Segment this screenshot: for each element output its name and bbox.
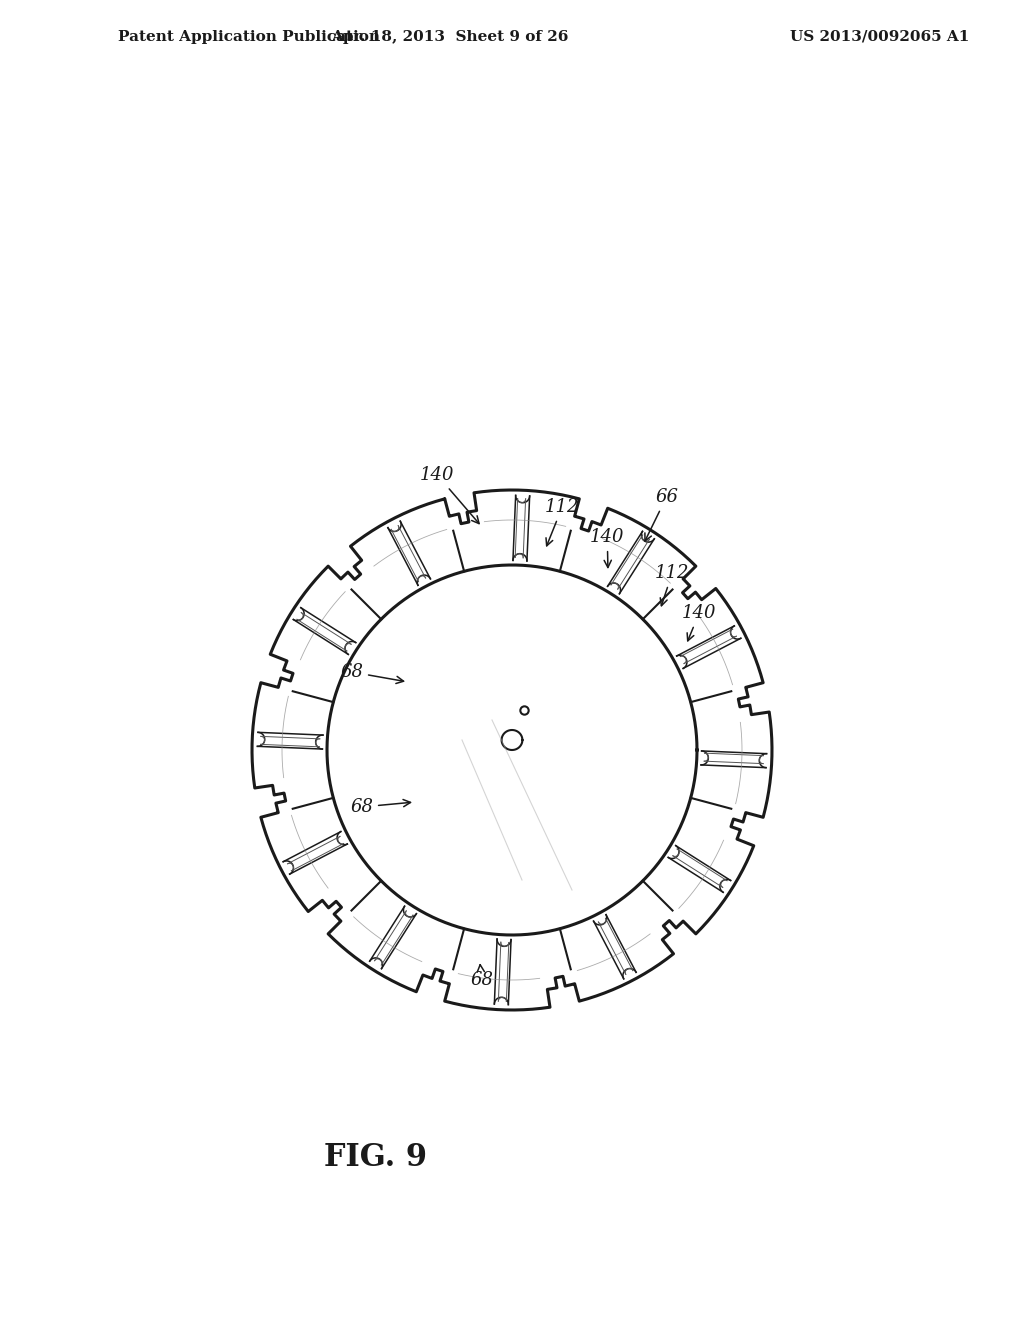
Text: FIG. 9: FIG. 9 — [324, 1143, 427, 1173]
Text: Patent Application Publication: Patent Application Publication — [118, 30, 380, 44]
Text: 112: 112 — [655, 564, 689, 606]
Text: 112: 112 — [545, 498, 580, 546]
Text: US 2013/0092065 A1: US 2013/0092065 A1 — [791, 30, 970, 44]
Text: 68: 68 — [470, 965, 493, 989]
Text: 68: 68 — [340, 663, 403, 684]
Text: 140: 140 — [682, 605, 717, 640]
Text: 140: 140 — [420, 466, 479, 524]
Text: 140: 140 — [590, 528, 625, 568]
Text: 66: 66 — [645, 488, 678, 541]
Text: 68: 68 — [350, 799, 411, 816]
Text: Apr. 18, 2013  Sheet 9 of 26: Apr. 18, 2013 Sheet 9 of 26 — [332, 30, 568, 44]
